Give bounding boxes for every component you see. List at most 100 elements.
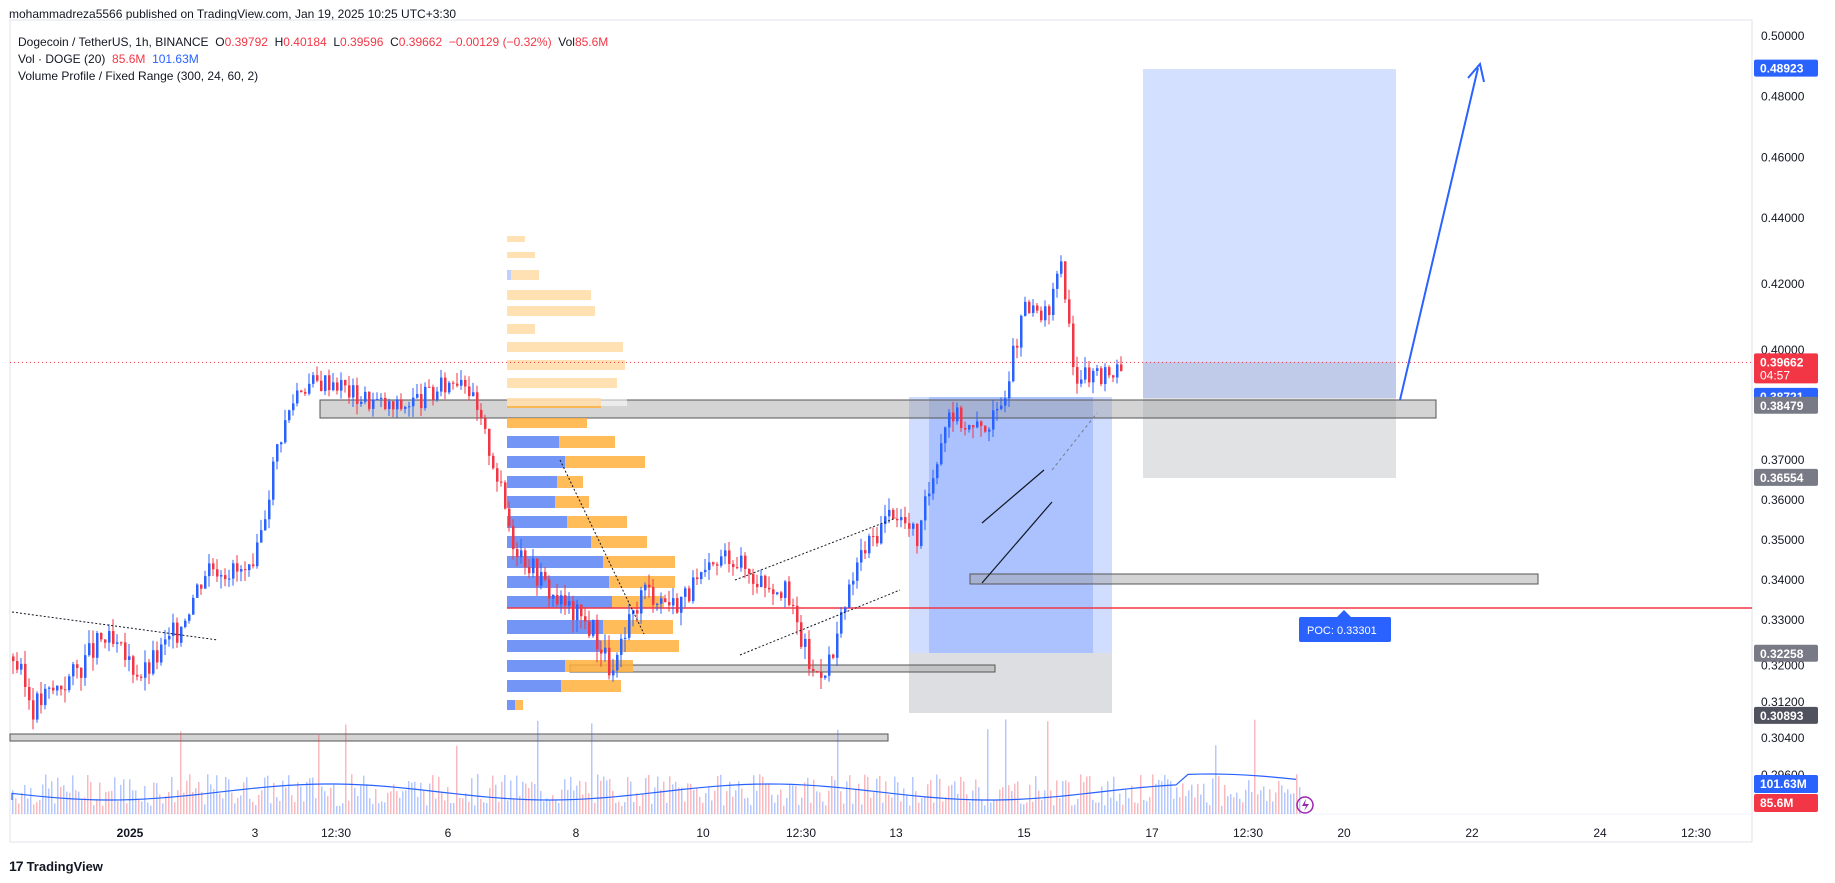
volume-bar xyxy=(822,801,824,814)
volume-bar xyxy=(909,805,911,814)
chart-frame xyxy=(9,19,1753,843)
volume-bar xyxy=(114,777,116,814)
candle-body xyxy=(236,563,239,572)
long-target-zone xyxy=(1143,69,1396,362)
candle-body xyxy=(380,397,383,400)
volume-bar xyxy=(621,805,623,814)
candle-body xyxy=(636,610,639,614)
candle-body xyxy=(836,633,839,658)
volume-bar xyxy=(240,795,242,814)
candle-body xyxy=(336,382,339,391)
lightning-icon[interactable] xyxy=(1296,796,1314,814)
candle-body xyxy=(740,555,743,568)
volume-bar xyxy=(1296,774,1298,814)
time-tick-label: 17 xyxy=(1145,826,1159,840)
candle-body xyxy=(736,567,739,569)
volume-bar xyxy=(210,784,212,814)
volume-bar xyxy=(465,793,467,814)
vp-bar-buy xyxy=(507,596,612,608)
candle-body xyxy=(1008,381,1011,399)
volume-bar xyxy=(333,784,335,814)
legend-symbol[interactable]: Dogecoin / TetherUS, 1h, BINANCE xyxy=(18,35,209,49)
volume-bar xyxy=(696,787,698,814)
candle-body xyxy=(428,386,431,388)
candle-body xyxy=(608,647,611,676)
candle-body xyxy=(288,410,291,421)
candle-body xyxy=(564,595,567,606)
volume-bar xyxy=(294,802,296,814)
candle-body xyxy=(968,425,971,430)
candle-body xyxy=(196,584,199,598)
volume-bar xyxy=(804,782,806,814)
candle-body xyxy=(184,620,187,627)
volume-bar xyxy=(399,797,401,814)
legend-vol-indicator[interactable]: Vol · DOGE (20) xyxy=(18,52,106,66)
candle-body xyxy=(1112,375,1115,378)
tradingview-logo: 17 xyxy=(9,858,24,874)
time-tick-label: 3 xyxy=(252,826,259,840)
volume-bar xyxy=(552,795,554,814)
volume-bar xyxy=(147,802,149,814)
volume-bar xyxy=(978,787,980,814)
rally-zone xyxy=(909,397,1112,653)
legend-vol-ma: 101.63M xyxy=(152,52,199,66)
volume-bar xyxy=(66,791,68,814)
volume-bar xyxy=(1077,798,1079,814)
volume-bar xyxy=(1224,784,1226,814)
tradingview-footer[interactable]: 17 TradingView xyxy=(9,858,103,874)
candle-body xyxy=(340,380,343,391)
volume-bar xyxy=(582,794,584,814)
volume-bar xyxy=(1161,781,1163,814)
volume-bar xyxy=(783,805,785,814)
support-band-3 xyxy=(9,733,889,742)
volume-bar xyxy=(918,802,920,814)
legend-l-label: L xyxy=(333,35,341,49)
volume-bar xyxy=(363,775,365,814)
volume-bar xyxy=(1221,805,1223,814)
flag-lower xyxy=(981,501,1053,584)
candle-body xyxy=(464,379,467,387)
volume-bar xyxy=(489,787,491,814)
volume-bar xyxy=(588,793,590,814)
candle-body xyxy=(1116,364,1119,378)
candle-body xyxy=(372,399,375,409)
volume-bar xyxy=(540,790,542,814)
vp-bar-sell xyxy=(567,516,627,528)
candle-body xyxy=(264,519,267,531)
price-badge-label: 0.32258 xyxy=(1760,647,1804,661)
price-tick-label: 0.35000 xyxy=(1761,533,1805,547)
volume-bar xyxy=(180,731,182,814)
volume-bar xyxy=(1065,780,1067,814)
volume-bar xyxy=(1263,786,1265,814)
volume-bar xyxy=(786,798,788,814)
volume-bar xyxy=(999,789,1001,814)
volume-bar xyxy=(1131,785,1133,814)
volume-bar xyxy=(93,805,95,814)
volume-bar xyxy=(57,777,59,814)
candle-body xyxy=(904,517,907,524)
candle-body xyxy=(660,598,663,604)
candle-body xyxy=(424,386,427,409)
legend-vp-row[interactable]: Volume Profile / Fixed Range (300, 24, 6… xyxy=(18,69,259,83)
volume-bar xyxy=(870,797,872,814)
volume-bar xyxy=(102,805,104,814)
volume-bar xyxy=(807,777,809,814)
candle-body xyxy=(304,392,307,394)
volume-bar xyxy=(1293,793,1295,814)
volume-bar xyxy=(861,804,863,814)
volume-bar xyxy=(384,802,386,814)
candle-body xyxy=(648,584,651,588)
candle-body xyxy=(712,562,715,565)
candle-body xyxy=(168,635,171,640)
vp-bar-buy xyxy=(507,680,561,692)
volume-bar xyxy=(1143,800,1145,814)
volume-bar xyxy=(27,798,29,814)
candle-body xyxy=(192,597,195,615)
volume-bar xyxy=(1032,801,1034,814)
candle-body xyxy=(148,662,151,674)
volume-bar xyxy=(1242,802,1244,814)
volume-bar xyxy=(633,802,635,814)
flag-upper xyxy=(981,469,1045,524)
volume-bar xyxy=(963,781,965,814)
